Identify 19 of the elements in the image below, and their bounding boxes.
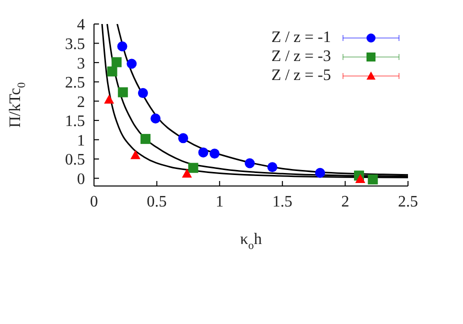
x-tick-label: 0.5 [146, 193, 167, 210]
x-tick-label: 2 [341, 193, 350, 210]
x-tick-label: 0 [90, 193, 98, 210]
y-tick-label: 0.5 [65, 152, 85, 169]
legend-label: Z / z = -3 [271, 48, 331, 66]
x-tick-label: 2.5 [398, 193, 418, 210]
y-tick-label: 3 [77, 55, 85, 72]
x-tick-label: 1.5 [272, 193, 292, 210]
y-tick-label: 1.5 [65, 113, 85, 130]
y-tick-label: 2 [77, 94, 85, 111]
y-tick-label: 0 [77, 170, 85, 188]
x-axis-title: κ$_{o}$h [240, 231, 262, 252]
y-tick-label: 2.5 [65, 74, 85, 92]
x-tick-label: 1 [216, 193, 224, 210]
y-tick-label: 4 [77, 16, 85, 34]
y-tick-label: 3.5 [65, 36, 85, 53]
legend-label: Z / z = -5 [271, 66, 331, 84]
y-tick-label: 1 [77, 132, 85, 150]
legend-label: Z / z = -1 [271, 28, 331, 46]
